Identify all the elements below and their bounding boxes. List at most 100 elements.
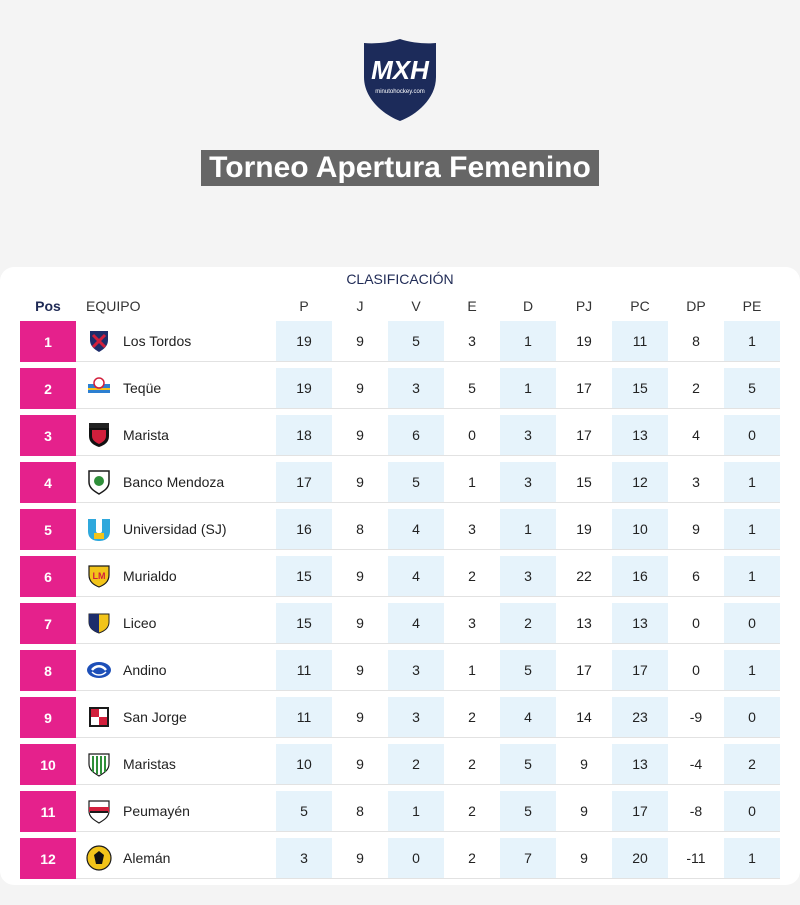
stat-v: 0 [388,838,444,878]
stat-d: 5 [500,791,556,831]
stat-e: 3 [468,521,476,537]
stat-pe: 5 [724,368,780,408]
stat-v: 5 [388,462,444,502]
stat-e: 3 [468,615,476,631]
stat-pe: 0 [724,603,780,643]
stat-j: 9 [356,615,364,631]
stat-j: 9 [356,333,364,349]
stat-pj: 9 [580,803,588,819]
position-badge: 1 [20,321,76,362]
andino-crest-icon [86,657,112,683]
stat-e: 5 [468,380,476,396]
position-badge: 7 [20,603,76,644]
stat-pc: 23 [612,697,668,737]
standings-card: CLASIFICACIÓN Pos EQUIPO P J V E D PJ PC DP PE 1 Lo… [0,267,800,885]
team-name: Liceo [123,615,157,631]
stat-pe: 1 [724,321,780,361]
stat-v: 4 [388,603,444,643]
stat-d: 5 [500,650,556,690]
stat-p: 19 [276,321,332,361]
stat-j: 9 [356,474,364,490]
table-caption: CLASIFICACIÓN [346,271,454,287]
stat-pe: 0 [724,697,780,737]
stat-e: 2 [468,803,476,819]
table-row: 6 LM Murialdo 15 9 4 2 3 22 16 6 1 [20,556,780,597]
stat-v: 3 [388,368,444,408]
stat-j: 9 [356,709,364,725]
stat-v: 1 [388,791,444,831]
table-header: Pos EQUIPO P J V E D PJ PC DP PE [0,298,800,316]
column-header-p: P [299,298,309,314]
stat-dp: 3 [692,474,700,490]
stat-v: 5 [388,321,444,361]
stat-pc: 17 [612,791,668,831]
stat-v: 3 [388,650,444,690]
stat-j: 9 [356,756,364,772]
svg-text:minutohockey.com: minutohockey.com [375,89,425,95]
stat-dp: -11 [686,850,706,866]
team-name: Murialdo [123,568,177,584]
column-header-d: D [522,298,534,314]
stat-dp: -9 [689,709,703,725]
stat-e: 2 [468,709,476,725]
stat-v: 6 [388,415,444,455]
stat-p: 5 [276,791,332,831]
stat-e: 1 [468,662,476,678]
stat-pc: 13 [612,415,668,455]
stat-pj: 19 [576,521,592,537]
stat-pj: 13 [576,615,592,631]
stat-j: 9 [356,568,364,584]
team-name: Andino [123,662,167,678]
stat-pc: 15 [612,368,668,408]
position-badge: 5 [20,509,76,550]
stat-v: 2 [388,744,444,784]
column-header-j: J [356,298,364,314]
stat-dp: 4 [692,427,700,443]
table-row: 1 Los Tordos 19 9 5 3 1 19 11 8 1 [20,321,780,362]
stat-d: 1 [500,509,556,549]
aleman-crest-icon [86,845,112,871]
minutohockey-logo: MXH minutohockey.com [360,37,440,123]
san-jorge-crest-icon [86,704,112,730]
stat-j: 9 [356,427,364,443]
banco-mendoza-crest-icon [86,469,112,495]
stat-p: 16 [276,509,332,549]
table-row: 9 San Jorge 11 9 3 2 4 14 23 -9 0 [20,697,780,738]
position-badge: 4 [20,462,76,503]
stat-d: 3 [500,556,556,596]
column-header-dp: DP [686,298,706,314]
maristas-crest-icon [86,751,112,777]
stat-dp: 9 [692,521,700,537]
column-header-e: E [467,298,477,314]
stat-j: 8 [356,521,364,537]
stat-d: 4 [500,697,556,737]
stat-pc: 11 [612,321,668,361]
column-header-pc: PC [630,298,650,314]
position-badge: 9 [20,697,76,738]
stat-pj: 15 [576,474,592,490]
los-tordos-crest-icon [86,328,112,354]
table-row: 7 Liceo 15 9 4 3 2 13 13 0 0 [20,603,780,644]
stat-d: 5 [500,744,556,784]
position-badge: 10 [20,744,76,785]
team-name: Marista [123,427,169,443]
stat-d: 3 [500,462,556,502]
stat-pj: 9 [580,756,588,772]
stat-v: 4 [388,509,444,549]
stat-d: 1 [500,368,556,408]
stat-p: 10 [276,744,332,784]
table-row: 2 Teqüe 19 9 3 5 1 17 15 2 5 [20,368,780,409]
stat-p: 15 [276,603,332,643]
stat-pe: 2 [724,744,780,784]
stat-e: 3 [468,333,476,349]
stat-pc: 17 [612,650,668,690]
stat-e: 0 [468,427,476,443]
stat-p: 18 [276,415,332,455]
stat-dp: 8 [692,333,700,349]
stat-pc: 20 [612,838,668,878]
stat-p: 19 [276,368,332,408]
svg-text:LM: LM [93,571,106,581]
svg-text:MXH: MXH [371,55,430,85]
table-row: 4 Banco Mendoza 17 9 5 1 3 15 12 3 1 [20,462,780,503]
stat-dp: -4 [689,756,703,772]
